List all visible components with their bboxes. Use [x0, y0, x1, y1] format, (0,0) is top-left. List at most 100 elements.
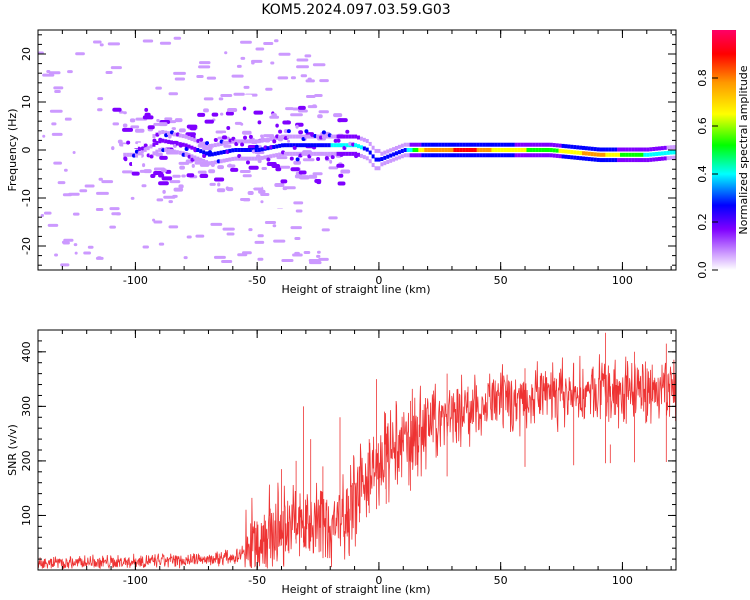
- spectrogram-ridge-cell: [508, 142, 512, 147]
- spectrogram-ridge-cell: [669, 150, 673, 155]
- spectrogram-noise-blob: [204, 226, 210, 230]
- spectrogram-ridge-cell: [164, 139, 168, 144]
- spectrogram-ridge-cell: [354, 134, 358, 139]
- spectrogram-ridge-cell: [573, 145, 577, 150]
- spectrogram-ridge-cell: [275, 153, 279, 158]
- spectrogram-noise-blob: [67, 70, 73, 74]
- spectrogram-noise-blob: [213, 255, 226, 259]
- spectrogram-ridge-cell: [427, 142, 431, 147]
- spectrogram-ridge-cell: [427, 148, 431, 152]
- spectrogram-ridge-cell: [406, 142, 410, 147]
- y-tick-label: 100: [20, 505, 33, 526]
- snr-panel: -100 -50 0 50 100 400 300 200 100 Height of str…: [6, 329, 677, 596]
- spectrogram-ridge-cell: [348, 134, 352, 139]
- spectrogram-noise-blob: [296, 58, 309, 62]
- spectrogram-ridge-cell: [164, 147, 168, 152]
- spectrogram-ridge-cell: [199, 137, 204, 142]
- spectrogram-ridge-cell: [663, 145, 667, 150]
- spectrogram-ridge-cell: [152, 134, 156, 139]
- spectrogram-ridge-cell: [631, 152, 635, 157]
- spectrogram-ridge-cell: [459, 148, 463, 152]
- spectrogram-ridge-cell: [389, 158, 393, 163]
- spectrogram-ridge-cell: [380, 151, 384, 156]
- spectrogram-ridge-cell: [663, 151, 667, 156]
- spectrogram-noise-blob: [222, 227, 235, 231]
- spectrogram-noise-blob: [298, 170, 307, 175]
- spectrogram-ridge-cell: [254, 144, 259, 149]
- spectrogram-ridge-cell: [503, 153, 507, 158]
- spectrogram-ridge-cell: [567, 149, 571, 154]
- spectrogram-noise-blob: [257, 257, 264, 261]
- spectrogram-ridge-cell: [187, 135, 191, 140]
- spectrogram-ridge-cell: [403, 142, 407, 147]
- spectrogram-ridge-cell: [470, 142, 474, 147]
- spectrogram-ridge-cell: [406, 153, 410, 158]
- spectrogram-ridge-cell: [558, 148, 562, 153]
- spectrogram-noise-blob: [254, 240, 265, 244]
- spectrogram-frame: [37, 29, 677, 271]
- spectrogram-noise-blob: [340, 169, 351, 174]
- spectrogram-ridge-cell: [237, 148, 241, 152]
- spectrogram-ridge-cell: [476, 153, 480, 158]
- spectrogram-ridge-cell: [444, 148, 448, 152]
- spectrogram-ridge-cell: [199, 140, 203, 145]
- spectrogram-noise-blob: [297, 105, 306, 110]
- spectrogram-ridge-cell: [146, 137, 150, 142]
- spectrogram-noise-blob: [274, 183, 285, 188]
- spectrogram-ridge-cell: [470, 148, 474, 152]
- spectrogram-noise-blob: [145, 191, 153, 195]
- spectrogram-ridge-cell: [392, 147, 396, 152]
- spectrogram-x-label: Height of straight line (km): [281, 283, 430, 296]
- spectrogram-ridge-cell: [333, 138, 338, 143]
- spectrogram-ridge-cell: [611, 152, 615, 157]
- spectrogram-ridge-cell: [345, 129, 350, 134]
- spectrogram-ridge-cell: [558, 154, 562, 159]
- spectrogram-ridge-cell: [663, 156, 667, 161]
- spectrogram-ridge-cell: [313, 151, 317, 156]
- spectrogram-noise-blob: [112, 122, 120, 126]
- spectrogram-noise-blob: [247, 191, 254, 196]
- spectrogram-noise-blob: [130, 196, 135, 200]
- spectrogram-noise-blob: [137, 216, 147, 220]
- spectrogram-ridge-cell: [494, 142, 498, 147]
- spectrogram-ridge-cell: [453, 148, 457, 152]
- spectrogram-noise-blob: [258, 189, 266, 194]
- spectrogram-ridge-cell: [295, 151, 299, 156]
- spectrogram-ridge-cell: [476, 142, 480, 147]
- spectrogram-noise-blob: [173, 187, 184, 192]
- spectrogram-noise-blob: [172, 194, 178, 198]
- spectrogram-ridge-cell: [324, 143, 328, 148]
- spectrogram-ridge-cell: [278, 143, 282, 148]
- spectrogram-ridge-cell: [666, 145, 670, 150]
- y-tick-label: 200: [20, 450, 33, 471]
- spectrogram-ridge-cell: [500, 153, 504, 158]
- spectrogram-ridge-cell: [374, 166, 378, 171]
- spectrogram-noise-blob: [122, 127, 134, 132]
- spectrogram-ridge-cell: [333, 134, 337, 139]
- spectrogram-ridge-cell: [409, 142, 413, 147]
- spectrogram-noise-blob: [251, 59, 263, 63]
- spectrogram-ridge-cell: [131, 161, 135, 166]
- spectrogram-ridge-cell: [371, 154, 375, 159]
- spectrogram-ridge-cell: [357, 144, 360, 149]
- spectrogram-ridge-cell: [403, 153, 407, 158]
- spectrogram-ridge-cell: [473, 153, 477, 158]
- spectrogram-ridge-cell: [351, 151, 355, 156]
- spectrogram-ridge-cell: [254, 148, 258, 152]
- spectrogram-ridge-cell: [561, 154, 565, 159]
- spectrogram-ridge-cell: [324, 151, 328, 156]
- y-tick-label: -20: [20, 237, 33, 255]
- spectrogram-noise-blob: [296, 65, 309, 69]
- spectrogram-noise-blob: [242, 106, 247, 111]
- spectrogram-ridge-cell: [465, 153, 469, 158]
- spectrogram-noise-blob: [51, 132, 63, 136]
- spectrogram-ridge-cell: [137, 142, 141, 147]
- spectrogram-ridge-cell: [421, 142, 425, 147]
- spectrogram-ridge-cell: [444, 153, 448, 158]
- spectrogram-noise-blob: [57, 181, 66, 185]
- spectrogram-ridge-cell: [517, 153, 521, 158]
- spectrogram-ridge-cell: [599, 158, 603, 163]
- spectrogram-ridge-cell: [178, 150, 182, 155]
- spectrogram-ridge-cell: [459, 153, 463, 158]
- spectrogram-noise-blob: [298, 130, 304, 135]
